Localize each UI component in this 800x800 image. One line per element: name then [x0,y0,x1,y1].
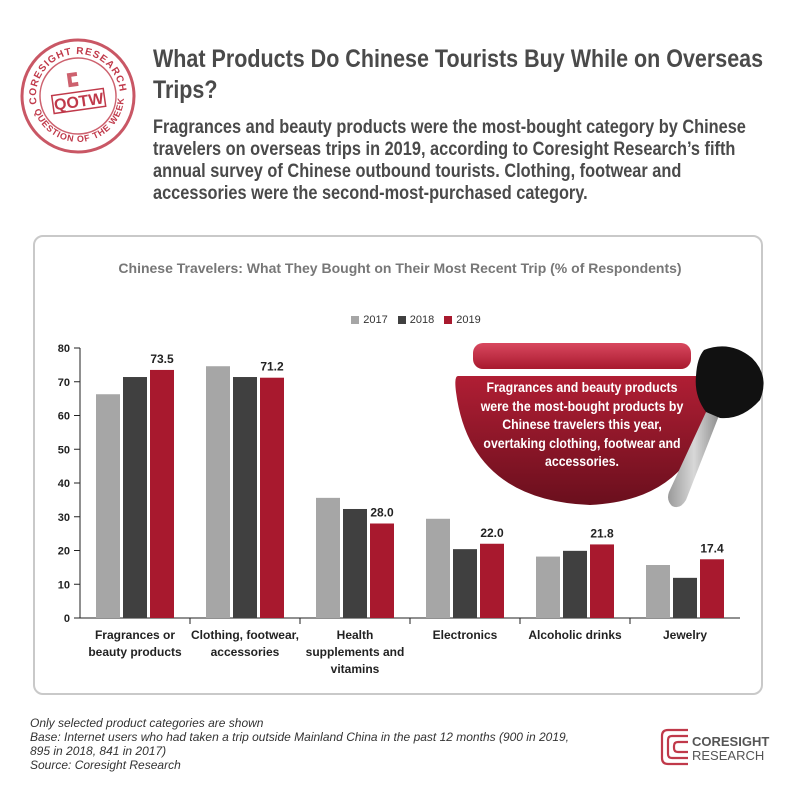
x-tick-label: Electronics [433,628,498,642]
logo-text-line2: RESEARCH [692,748,764,763]
x-tick-label: Alcoholic drinks [528,628,622,642]
bar [426,518,450,618]
legend-item-2018: 2018 [397,314,435,326]
seal-center-text: QOTW [53,90,106,114]
x-tick-label: Fragrances or [95,628,175,642]
bar [563,550,587,618]
coresight-logo: CORESIGHT RESEARCH [660,728,769,766]
bar [453,549,477,618]
data-label: 22.0 [480,526,504,540]
bar [150,369,174,618]
legend-label-2019: 2019 [456,314,481,326]
page-title: What Products Do Chinese Tourists Buy Wh… [153,45,764,104]
data-label: 21.8 [590,526,614,540]
data-label: 71.2 [260,360,284,374]
legend-item-2017: 2017 [351,314,388,326]
y-tick-label: 0 [64,613,70,625]
y-tick-label: 70 [58,377,70,389]
legend-swatch-2018 [397,316,406,324]
x-tick-label: supplements and [306,645,405,659]
bar [206,366,230,618]
chart-title: Chinese Travelers: What They Bought on T… [118,260,682,276]
x-tick-label: Health [337,628,374,642]
data-label: 73.5 [150,352,174,366]
bar [673,577,697,618]
logo-text-line1: CORESIGHT [692,734,769,749]
footer-note-2: Base: Internet users who had taken a tri… [30,730,570,758]
y-tick-label: 80 [58,343,70,355]
x-tick-label: Clothing, footwear, [191,628,299,642]
y-tick-label: 30 [58,512,70,524]
bar [343,508,367,618]
brush-head-shape [695,346,764,419]
bowl-shape [455,376,713,505]
x-tick-label: Jewelry [663,628,707,642]
bar [260,377,284,618]
footer-note-3: Source: Coresight Research [30,758,181,772]
legend-label-2017: 2017 [363,314,388,326]
data-label: 17.4 [700,541,724,555]
y-tick-label: 40 [58,478,70,490]
bar [123,377,147,618]
x-tick-label: vitamins [331,662,380,676]
legend-item-2019: 2019 [444,314,481,326]
bar [233,377,257,618]
bar [700,559,724,618]
legend-swatch-2017 [351,316,360,324]
qotw-seal-logo: CORESIGHT RESEARCH QUESTION OF THE WEEK … [20,38,136,154]
bar [316,497,340,618]
y-tick-label: 10 [58,579,70,591]
footer-notes: Only selected product categories are sho… [30,716,590,772]
bar [536,556,560,618]
x-tick-label: beauty products [88,645,182,659]
brush-handle-shape [668,410,720,508]
y-tick-label: 20 [58,546,70,558]
y-tick-label: 50 [58,444,70,456]
legend-label-2018: 2018 [409,314,435,326]
callout-text: Fragrances and beauty products were the … [480,379,684,469]
page-subtitle: Fragrances and beauty products were the … [153,117,746,204]
legend-swatch-2019 [444,316,453,324]
bar [370,523,394,618]
bar [96,394,120,618]
x-tick-label: accessories [211,645,280,659]
data-label: 28.0 [370,506,394,520]
bar [590,544,614,618]
footer-note-1: Only selected product categories are sho… [30,716,264,730]
chart-legend: 2017 2018 2019 [16,314,800,326]
bowl-lid-shape [473,343,691,369]
bar [646,565,670,618]
bar [480,543,504,618]
y-tick-label: 60 [58,411,70,423]
